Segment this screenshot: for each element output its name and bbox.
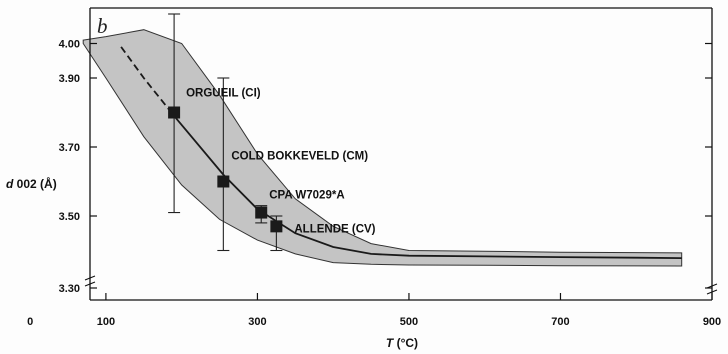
y-axis-break-right (706, 283, 718, 295)
x-tick-label: 700 (551, 316, 569, 328)
x-axis-unit: (°C) (397, 336, 418, 350)
y-axis-label: d 002 (Å) (6, 176, 57, 191)
y-axis-var: d (6, 177, 17, 191)
y-axis-break-left (84, 275, 96, 287)
data-point-marker (217, 175, 230, 188)
data-point-marker (168, 106, 181, 119)
x-tick-label: 900 (703, 316, 721, 328)
x-tick-label: 300 (248, 316, 266, 328)
x-tick-label: 0 (27, 316, 33, 328)
y-axis-sub: 002 (17, 177, 40, 191)
confidence-band (82, 29, 683, 267)
x-tick-label: 100 (97, 316, 115, 328)
point-label: COLD BOKKEVELD (CM) (231, 151, 368, 163)
x-tick-label: 500 (400, 316, 418, 328)
data-points (168, 13, 283, 252)
confidence-band-layer (82, 29, 683, 267)
point-label: ORGUEIL (CI) (186, 88, 261, 100)
point-label: CPA W7029*A (269, 190, 344, 202)
panel-label: b (97, 14, 108, 38)
fit-curve-layer (120, 46, 682, 259)
y-tick-label: 3.90 (59, 73, 80, 85)
data-point-marker (255, 206, 268, 219)
x-axis-label: T (°C) (386, 336, 418, 350)
chart-text: 3.30 3.50 3.70 3.90 4.00 0 100 300 500 700 900 ORGU… (6, 14, 721, 350)
y-tick-label: 4.00 (59, 39, 80, 51)
fit-curve-dashed (120, 46, 175, 117)
x-axis-var: T (386, 336, 397, 350)
y-tick-label: 3.50 (59, 211, 80, 223)
y-tick-label: 3.30 (59, 283, 80, 295)
axes (84, 7, 718, 301)
data-point-marker (270, 220, 283, 233)
y-axis-unit: (Å) (40, 176, 57, 191)
fit-curve-solid (173, 115, 682, 259)
point-label: ALLENDE (CV) (294, 223, 375, 235)
y-tick-label: 3.70 (59, 142, 80, 154)
